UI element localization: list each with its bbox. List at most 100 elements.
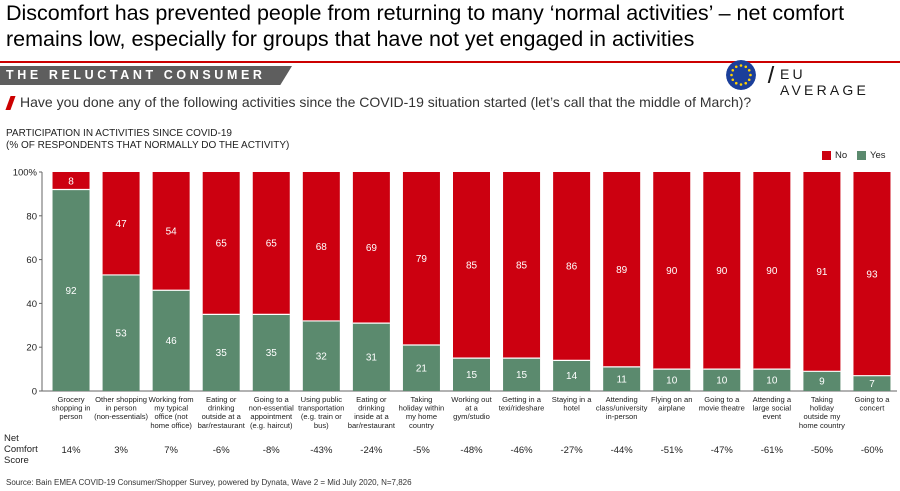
x-category-label-line: Attending a [753,395,792,404]
x-category-label-line: home country [799,421,845,430]
x-category-label-line: in person [105,404,136,413]
bar-no-segment [803,172,841,372]
net-comfort-score: -60% [861,445,884,456]
x-category-label: Eating or drinking outside at a bar/restaur… [198,395,246,430]
bar-yes-segment [603,366,641,391]
data-label-yes: 10 [666,376,678,387]
data-label-no: 54 [166,227,178,238]
net-comfort-score: -5% [413,445,430,456]
data-label-yes: 7 [869,379,875,390]
bar-no-segment [202,172,240,315]
x-category-label-line: bus) [314,421,329,430]
legend-swatch-yes [857,151,866,160]
legend-swatch-no [822,151,831,160]
x-category-label-line: shopping in [52,404,91,413]
data-label-yes: 35 [266,348,278,359]
data-label-yes: 9 [819,377,825,388]
x-category-label: Working from my typical office (not home of… [149,395,194,430]
bar-no-segment [553,172,591,361]
net-comfort-row-label-line: Comfort [4,444,38,455]
x-category-label: Flying on an airplane [651,395,692,413]
x-category-label-line: Going to a [854,395,890,404]
data-label-no: 79 [416,254,428,265]
y-tick-label: 60 [26,255,37,266]
bar-no-segment [302,172,340,321]
data-label-no: 8 [68,176,74,187]
legend-item-yes: Yes [857,150,886,161]
title-divider [0,61,900,63]
x-category-label: Working out at a gym/studio [451,395,492,421]
net-comfort-score: -24% [360,445,383,456]
data-label-no: 69 [366,243,378,254]
data-label-yes: 15 [516,370,528,381]
x-category-label: Going to a non-essential appointment (e.g. … [249,395,294,430]
x-category-label-line: home office) [150,421,192,430]
net-comfort-score: -43% [310,445,333,456]
bar-no-segment [853,172,891,376]
data-label-yes: 10 [716,376,728,387]
x-category-label-line: inside at a [354,412,389,421]
bar-yes-segment [753,369,791,391]
x-category-label-line: my typical [154,404,188,413]
eu-flag-icon [726,60,756,90]
x-category-label-line: transportation [298,404,344,413]
page-title: Discomfort has prevented people from ret… [6,1,845,51]
flag-star [739,64,743,67]
section-banner: THE RELUCTANT CONSUMER [0,66,292,85]
bar-yes-segment [302,320,340,391]
flag-star [731,68,735,72]
net-comfort-score: -27% [561,445,584,456]
net-comfort-score: -48% [460,445,483,456]
x-category-label: Staying in a hotel [552,395,592,413]
x-category-label-line: Other shopping [95,395,147,404]
bar-no-segment [653,172,691,370]
data-label-yes: 21 [416,364,428,375]
flag-star [730,73,733,77]
bar-yes-segment [102,274,140,391]
chart-subtitle: PARTICIPATION IN ACTIVITIES SINCE COVID-… [6,128,289,152]
net-comfort-row-label-line: Net [4,433,19,444]
x-category-label-line: Flying on an [651,395,692,404]
x-category-label: Taking holiday outside my home country [799,395,845,430]
bar-no-segment [102,172,140,275]
bar-no-segment [52,172,90,190]
bar-yes-segment [252,314,290,391]
legend-item-no: No [822,150,847,161]
x-category-label-line: hotel [563,404,580,413]
data-label-no: 47 [116,219,128,230]
y-tick-label: 0 [32,387,37,398]
legend-label-no: No [835,150,848,161]
x-category-label-line: texi/rideshare [499,404,545,413]
flag-star [731,78,735,82]
bar-no-segment [753,172,791,370]
net-comfort-score: -46% [510,445,533,456]
data-label-no: 90 [666,266,678,277]
x-category-label: Going to a concert [854,395,890,413]
data-label-yes: 11 [616,374,627,385]
flag-star [744,65,748,69]
x-category-label: Taking holiday within my home country [399,395,445,430]
x-category-label-line: Working from [149,395,194,404]
x-category-label-line: gym/studio [453,412,490,421]
bar-yes-segment [853,375,891,391]
bar-no-segment [603,172,641,367]
net-comfort-score: -61% [761,445,784,456]
bar-no-segment [453,172,490,359]
x-category-label-line: Eating or [206,395,237,404]
x-category-label-line: appointment [250,412,293,421]
bar-yes-segment [352,323,390,391]
x-category-label: Using public transportation (e.g. train or… [298,395,344,430]
x-category-label-line: holiday within [399,404,445,413]
data-label-no: 93 [866,269,878,280]
bar-yes-segment [202,314,240,391]
bar-no-segment [503,172,541,359]
source-note: Source: Bain EMEA COVID-19 Consumer/Shop… [6,478,412,487]
x-category-label-line: movie theatre [699,404,745,413]
x-category-label-line: drinking [208,404,235,413]
x-category-label: Grocery shopping in person [52,395,91,421]
data-label-no: 90 [766,266,778,277]
net-comfort-score: 14% [62,445,82,456]
x-category-label-line: large social [753,404,792,413]
x-category-label-line: (non-essentials) [94,412,148,421]
data-label-yes: 92 [65,286,77,297]
